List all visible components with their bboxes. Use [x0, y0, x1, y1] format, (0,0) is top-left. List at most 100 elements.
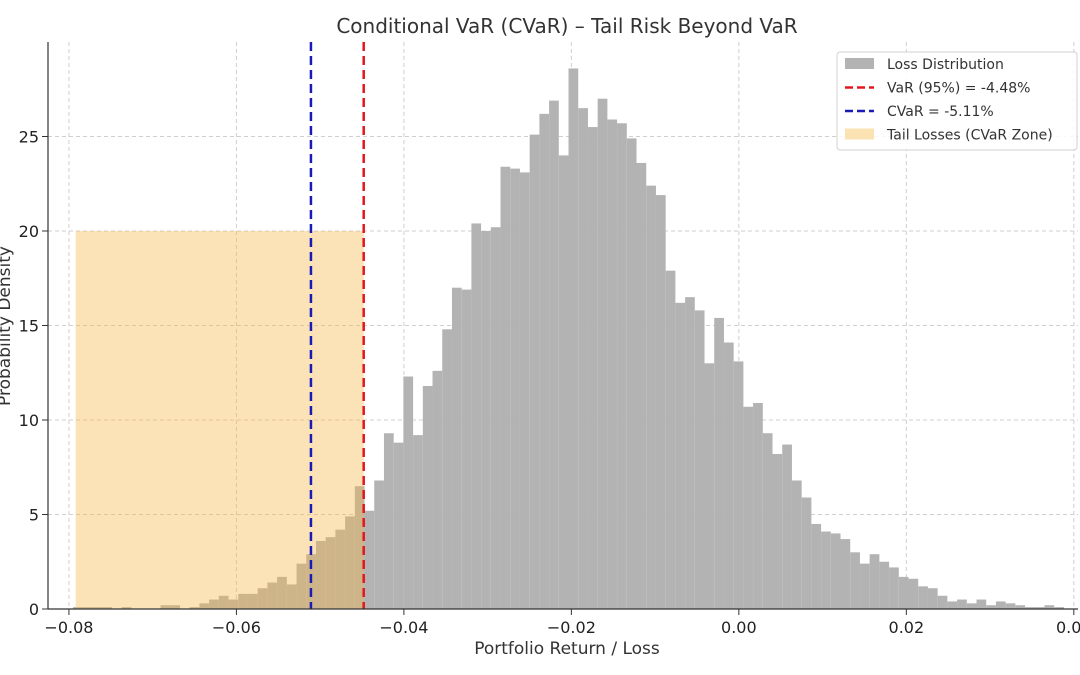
histogram-bar [374, 480, 384, 609]
histogram-bar [189, 607, 200, 609]
x-axis-label: Portfolio Return / Loss [474, 639, 660, 659]
histogram-bar [529, 134, 540, 610]
histogram-bar [850, 552, 860, 609]
histogram-bar [199, 603, 210, 609]
x-tick-label: −0.06 [212, 618, 261, 637]
histogram-bar [830, 533, 841, 609]
histogram-bar [383, 433, 394, 609]
histogram-bar [772, 454, 783, 609]
histogram-bar [1034, 607, 1045, 609]
histogram-bar [947, 601, 958, 609]
chart-title: Conditional VaR (CVaR) – Tail Risk Beyon… [336, 14, 797, 38]
legend-swatch [845, 128, 874, 140]
histogram-bar [121, 607, 132, 609]
histogram-bar [228, 599, 239, 609]
histogram-bar [558, 155, 569, 609]
histogram-bar [1044, 605, 1055, 609]
histogram-bar [879, 561, 890, 609]
histogram-bar [801, 497, 812, 609]
histogram-bar [422, 385, 433, 609]
histogram-bar [578, 108, 588, 610]
histogram-bar [859, 563, 870, 609]
x-tick-label: −0.08 [44, 618, 93, 637]
y-tick-label: 15 [19, 317, 39, 336]
x-tick-label: −0.04 [379, 618, 428, 637]
histogram-bar [92, 607, 103, 609]
histogram-bar [1015, 605, 1026, 609]
histogram-bar [82, 607, 93, 609]
histogram-bar [995, 601, 1006, 609]
histogram-bar [840, 539, 851, 609]
histogram-bar [908, 578, 919, 609]
histogram-bar [665, 270, 676, 609]
histogram-bar [364, 510, 375, 609]
histogram-bar [218, 595, 229, 609]
histogram-bar [898, 576, 909, 609]
histogram-bar [432, 370, 443, 609]
histogram-bar [597, 98, 608, 609]
y-tick-label: 10 [19, 411, 39, 430]
histogram-bar [519, 172, 530, 609]
histogram-bar [549, 100, 559, 609]
histogram-bar [733, 361, 744, 609]
y-tick-label: 25 [19, 128, 39, 147]
reference-lines [309, 42, 365, 609]
histogram-bar [296, 563, 307, 609]
histogram-bar [247, 593, 258, 609]
histogram-bar [685, 297, 695, 609]
histogram-bar [753, 402, 763, 609]
histogram-bar [393, 442, 404, 609]
x-tick-label: −0.02 [547, 618, 596, 637]
histogram-bar [966, 603, 977, 609]
histogram-bar [1054, 607, 1064, 609]
y-tick-label: 20 [19, 222, 39, 241]
histogram-bar [267, 582, 278, 609]
histogram-bar [238, 593, 248, 609]
histogram-bar [646, 185, 656, 609]
histogram-bar [471, 223, 482, 609]
histogram-bar [704, 363, 715, 609]
histogram-bar [490, 227, 501, 609]
histogram-bar [315, 540, 326, 609]
histogram-bar [617, 123, 627, 610]
x-tick-label: 0.02 [889, 618, 925, 637]
histogram-bar [927, 588, 938, 609]
histogram-bar [403, 376, 414, 609]
histogram-bar [442, 329, 452, 609]
histogram-bar [918, 586, 928, 609]
histogram-bar [413, 435, 423, 609]
y-axis-label: Probability Density [0, 246, 15, 406]
histogram-bar [636, 162, 647, 609]
legend-label: Tail Losses (CVaR Zone) [886, 128, 1053, 144]
histogram-bar [286, 584, 297, 609]
histogram-bar [821, 531, 831, 609]
ticks: −0.08 −0.06 −0.04 −0.02 0.00 0.02 0.04 0 5 10 15 20… [19, 128, 1080, 638]
histogram-bar [257, 588, 268, 609]
histogram-bar [325, 537, 336, 609]
legend-swatch [845, 58, 874, 69]
histogram-bar [714, 317, 724, 609]
histogram-bar [957, 599, 967, 609]
x-tick-label: 0.00 [721, 618, 757, 637]
histogram-bar [694, 310, 705, 609]
histogram-bar [73, 607, 83, 609]
histogram-bar [655, 195, 666, 609]
histogram-bar [937, 595, 948, 609]
tail-losses-zone [75, 231, 364, 609]
histogram-bar [160, 605, 171, 609]
histogram-bar [762, 433, 773, 609]
legend: Loss Distribution VaR (95%) = -4.48% CVaR … [836, 51, 1078, 151]
legend-frame [836, 51, 1078, 151]
y-tick-label: 0 [29, 600, 39, 619]
histogram-bar [539, 113, 550, 609]
histogram-bar [976, 599, 987, 609]
histogram-bar [170, 605, 180, 609]
histogram-bar [510, 168, 520, 609]
histogram-bars [73, 68, 1064, 610]
histogram-bar [723, 342, 734, 609]
histogram-bar [277, 576, 287, 609]
legend-label: Loss Distribution [887, 57, 1004, 73]
histogram-bar [461, 289, 472, 609]
histogram-bar [782, 444, 792, 609]
